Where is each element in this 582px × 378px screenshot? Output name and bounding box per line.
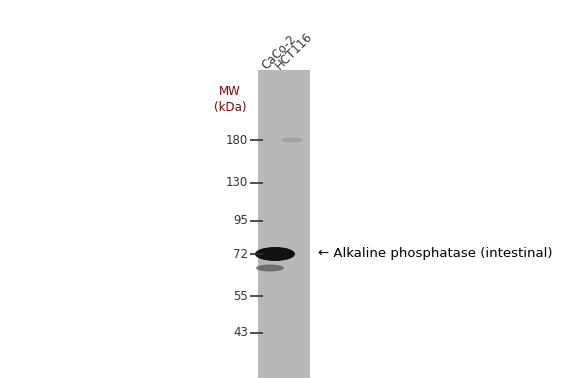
Text: MW
(kDa): MW (kDa) [214, 85, 246, 114]
Ellipse shape [281, 138, 303, 143]
Text: HCT116: HCT116 [273, 30, 315, 72]
Ellipse shape [255, 247, 295, 261]
Text: CaCo-2: CaCo-2 [259, 33, 299, 72]
Text: 180: 180 [226, 133, 248, 147]
Text: ← Alkaline phosphatase (intestinal): ← Alkaline phosphatase (intestinal) [318, 248, 552, 260]
Text: 72: 72 [233, 248, 248, 260]
Ellipse shape [256, 265, 284, 271]
Text: 130: 130 [226, 177, 248, 189]
Bar [258, 70, 310, 378]
Text: 55: 55 [233, 290, 248, 302]
Text: 43: 43 [233, 327, 248, 339]
Text: 95: 95 [233, 214, 248, 228]
